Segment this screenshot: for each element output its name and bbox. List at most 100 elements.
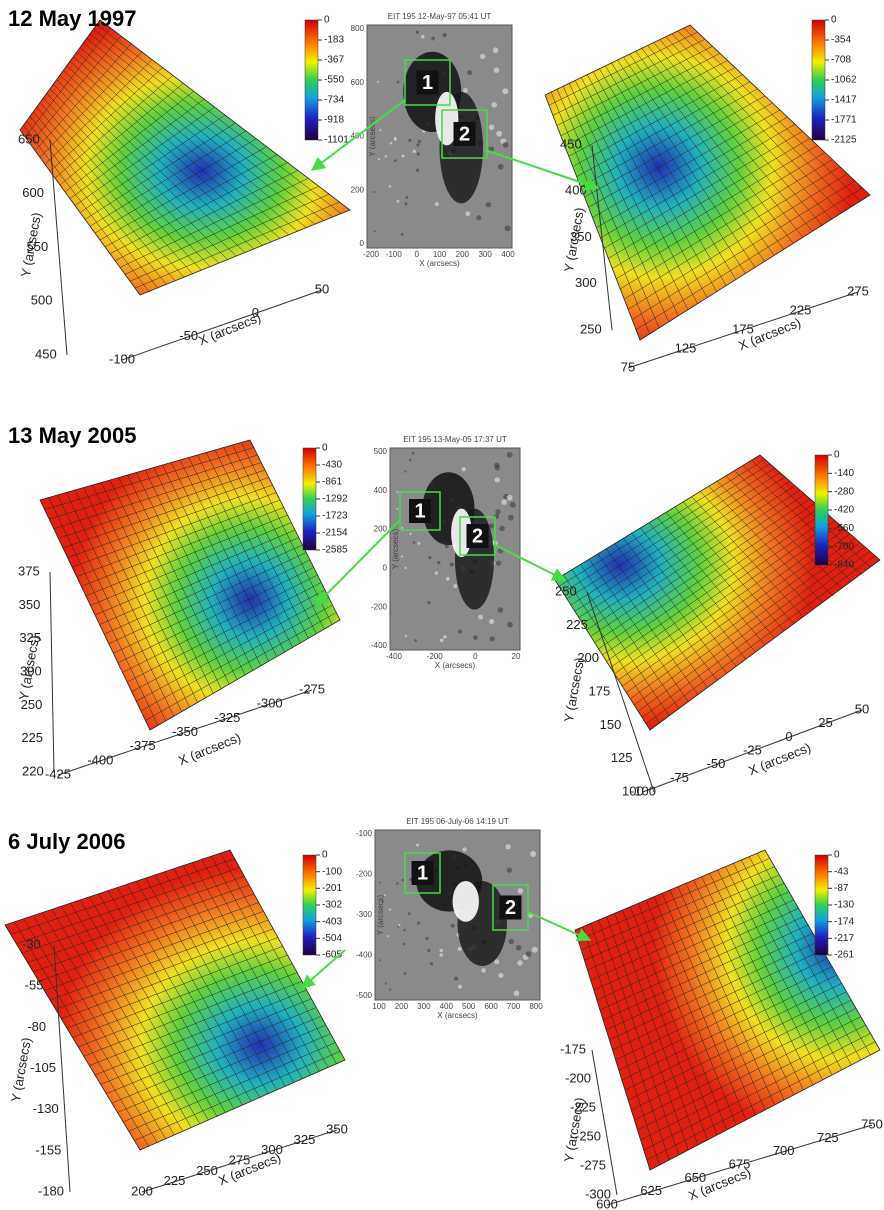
- mesh-line: [201, 859, 320, 1072]
- image-speckle: [498, 972, 504, 978]
- colorbar: [302, 447, 317, 551]
- image-speckle: [515, 944, 522, 951]
- image-speckle: [384, 982, 387, 985]
- image-speckle: [473, 635, 478, 640]
- region-label: 1: [422, 72, 433, 94]
- region-label-bg: [499, 895, 522, 920]
- image-speckle: [439, 638, 444, 643]
- mesh-line: [641, 551, 871, 718]
- mesh-line: [129, 193, 330, 282]
- x-tick-label: 300: [478, 250, 492, 259]
- mesh-line: [734, 470, 852, 582]
- region-label: 1: [414, 500, 425, 522]
- x-tick-label: 400: [440, 1002, 454, 1011]
- mesh-line: [677, 30, 852, 208]
- image-speckle: [457, 629, 463, 634]
- y-tick-label: -130: [33, 1101, 59, 1116]
- colorbar-label: -708: [831, 55, 851, 66]
- y-axis-label: Y (arcsecs): [368, 116, 377, 157]
- region-label-bg: [409, 499, 431, 523]
- image-speckle: [494, 959, 500, 965]
- image-speckle: [439, 948, 444, 953]
- x-tick-label: 350: [326, 1121, 348, 1136]
- arrow: [310, 99, 406, 171]
- x-tick-label: 625: [640, 1183, 662, 1198]
- region-label: 2: [505, 897, 516, 919]
- y-tick-label: 200: [577, 650, 599, 665]
- y-tick-label: 350: [570, 229, 592, 244]
- y-tick-label: 150: [600, 717, 622, 732]
- colorbar-label: -87: [834, 883, 849, 894]
- colorbar-label: -2585: [322, 545, 348, 556]
- mesh-line: [637, 1016, 861, 1131]
- x-tick-label: -50: [179, 328, 198, 343]
- mesh-line: [131, 589, 326, 692]
- colorbar-label: -130: [834, 900, 854, 911]
- colorbar-label: -43: [834, 866, 849, 877]
- x-tick-label: 100: [372, 1002, 386, 1011]
- mesh-line: [637, 546, 866, 712]
- y-tick-label: -200: [356, 870, 373, 879]
- mesh-line: [134, 1051, 341, 1141]
- image-speckle: [425, 936, 429, 941]
- colorbar-label: -861: [322, 477, 342, 488]
- colorbar-label: -420: [834, 505, 854, 516]
- x-tick-label: 25: [818, 715, 832, 730]
- region-label: 1: [417, 862, 428, 884]
- y-tick-label: 100: [622, 783, 644, 798]
- image-speckle: [396, 199, 400, 203]
- image-speckle: [462, 847, 467, 852]
- x-tick-label: -425: [45, 766, 71, 781]
- y-tick-label: 400: [374, 486, 388, 495]
- x-tick-label: -325: [214, 710, 240, 725]
- mesh-line: [634, 542, 861, 706]
- mesh-line: [748, 856, 862, 1061]
- mesh-line: [671, 33, 842, 214]
- x-tick-label: -275: [299, 681, 325, 696]
- image-speckle: [480, 53, 486, 60]
- image-speckle: [454, 976, 459, 981]
- panel-title: 13 May 2005: [8, 423, 136, 448]
- y-tick-label: 250: [555, 583, 577, 598]
- colorbar-label: -174: [834, 916, 854, 927]
- image-speckle: [417, 921, 421, 925]
- image-speckle: [461, 467, 466, 472]
- image-speckle: [489, 618, 495, 625]
- image-speckle: [415, 30, 420, 34]
- y-tick-label: 500: [374, 447, 388, 456]
- colorbar-label: -183: [324, 35, 344, 46]
- image-speckle: [494, 464, 500, 471]
- colorbar-label: 0: [322, 443, 328, 454]
- axis-line: [141, 1129, 338, 1193]
- mesh-line: [123, 1033, 331, 1123]
- colorbar-label: -201: [322, 883, 342, 894]
- colorbar-label: -261: [834, 950, 854, 961]
- y-tick-label: -400: [371, 641, 388, 650]
- mesh-line: [136, 597, 329, 702]
- y-tick-label: -30: [22, 936, 41, 951]
- image-speckle: [450, 923, 455, 928]
- image-speckle: [379, 129, 382, 132]
- x-tick-label: 700: [507, 1002, 521, 1011]
- image-speckle: [400, 555, 404, 558]
- x-tick-label: 300: [417, 1002, 431, 1011]
- image-speckle: [393, 159, 397, 162]
- axis-line: [642, 709, 863, 793]
- y-tick-label: -155: [35, 1142, 61, 1157]
- y-tick-label: 300: [575, 275, 597, 290]
- image-speckle: [467, 70, 473, 76]
- x-tick-label: 275: [229, 1152, 251, 1167]
- x-tick-label: -375: [130, 738, 156, 753]
- region-box: [492, 884, 529, 931]
- x-tick-label: 50: [315, 281, 329, 296]
- region-box: [441, 109, 488, 159]
- x-tick-label: -75: [670, 770, 689, 785]
- image-speckle: [393, 137, 397, 141]
- image-speckle: [496, 130, 503, 137]
- mesh-line: [624, 166, 841, 300]
- image-speckle: [491, 102, 498, 108]
- mesh-line: [211, 856, 329, 1068]
- image-speckle: [389, 141, 393, 145]
- image-speckle: [396, 882, 399, 885]
- image-speckle: [517, 960, 523, 966]
